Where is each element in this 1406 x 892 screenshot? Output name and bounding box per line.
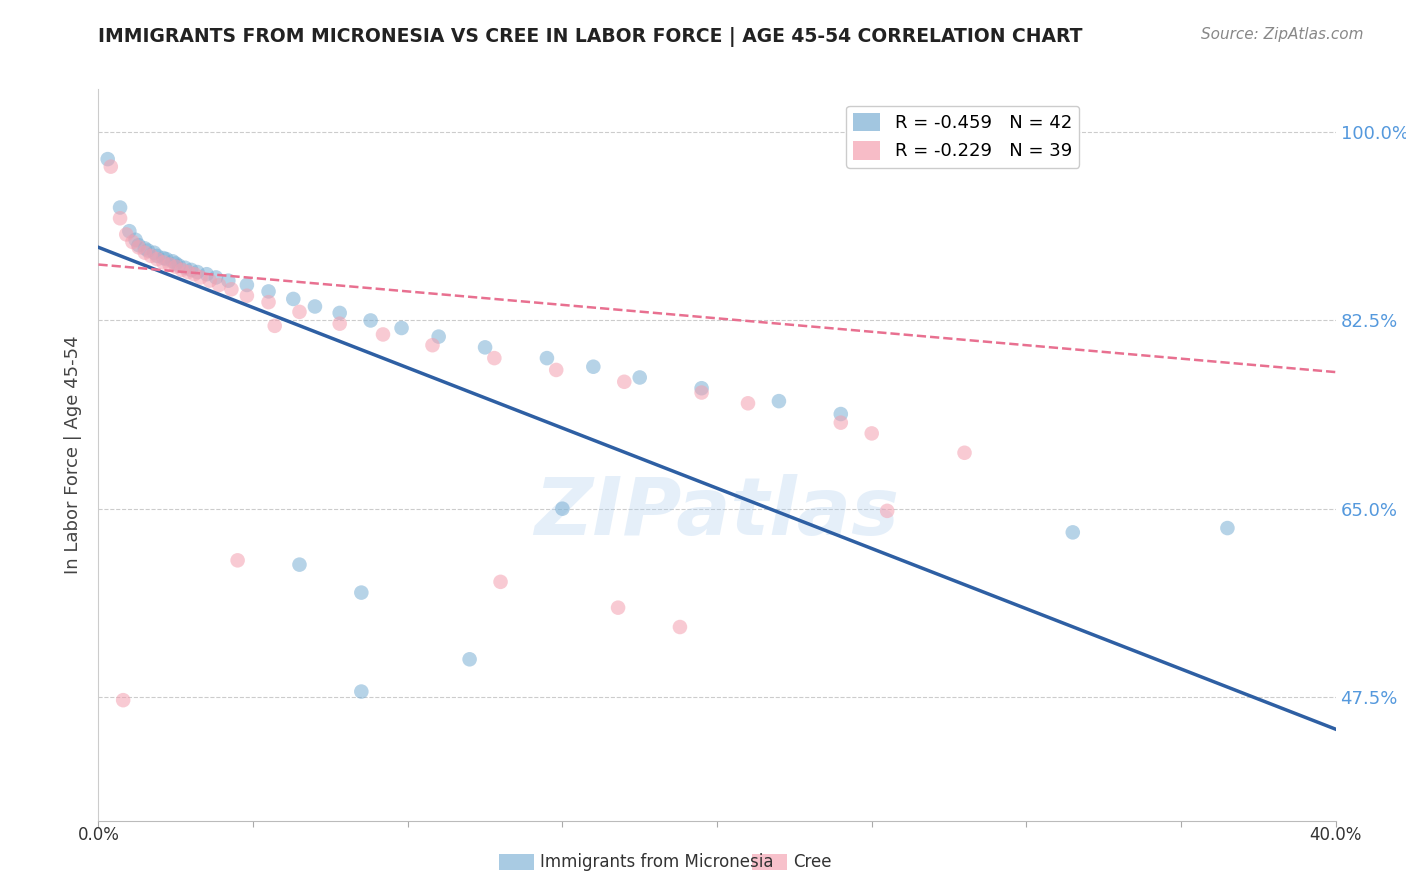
Point	[474, 340, 496, 354]
Point	[134, 241, 156, 255]
Point	[236, 289, 259, 303]
Point	[190, 270, 212, 285]
Point	[1216, 521, 1239, 535]
Point	[128, 240, 150, 254]
Legend: R = -0.459   N = 42, R = -0.229   N = 39: R = -0.459 N = 42, R = -0.229 N = 39	[846, 105, 1080, 168]
Text: Cree: Cree	[793, 853, 831, 871]
Point	[115, 227, 138, 242]
Point	[152, 251, 174, 265]
Point	[174, 260, 197, 275]
Point	[628, 370, 651, 384]
Point	[860, 426, 883, 441]
Point	[551, 501, 574, 516]
Point	[546, 363, 568, 377]
Point	[350, 684, 373, 698]
Point	[329, 306, 352, 320]
Point	[155, 252, 177, 267]
Point	[198, 274, 221, 288]
Point	[162, 254, 184, 268]
Point	[152, 255, 174, 269]
Point	[226, 553, 249, 567]
Point	[607, 600, 630, 615]
Point	[195, 267, 218, 281]
Point	[257, 295, 280, 310]
Point	[124, 233, 146, 247]
Point	[183, 267, 205, 281]
Point	[143, 245, 166, 260]
Point	[121, 235, 143, 249]
Point	[139, 249, 162, 263]
Point	[180, 263, 202, 277]
Point	[263, 318, 285, 333]
Point	[830, 416, 852, 430]
Point	[484, 351, 506, 365]
Point	[737, 396, 759, 410]
Text: IMMIGRANTS FROM MICRONESIA VS CREE IN LABOR FORCE | AGE 45-54 CORRELATION CHART: IMMIGRANTS FROM MICRONESIA VS CREE IN LA…	[98, 27, 1083, 46]
Point	[536, 351, 558, 365]
Point	[690, 381, 713, 395]
Point	[288, 305, 311, 319]
Point	[167, 259, 190, 273]
Point	[112, 693, 135, 707]
Point	[165, 260, 187, 274]
Point	[613, 375, 636, 389]
Point	[170, 263, 193, 277]
Point	[427, 329, 450, 343]
Point	[221, 282, 243, 296]
Point	[953, 446, 976, 460]
Point	[108, 201, 131, 215]
Text: Immigrants from Micronesia: Immigrants from Micronesia	[540, 853, 773, 871]
Point	[236, 277, 259, 292]
Point	[283, 292, 305, 306]
Point	[146, 252, 169, 267]
Point	[118, 224, 141, 238]
Point	[690, 385, 713, 400]
Point	[128, 238, 150, 252]
Point	[669, 620, 692, 634]
Point	[768, 394, 790, 409]
Point	[186, 265, 208, 279]
Point	[208, 277, 231, 292]
Text: ZIPatlas: ZIPatlas	[534, 475, 900, 552]
Point	[288, 558, 311, 572]
Text: Source: ZipAtlas.com: Source: ZipAtlas.com	[1201, 27, 1364, 42]
Point	[217, 274, 239, 288]
Point	[108, 211, 131, 226]
Point	[134, 245, 156, 260]
Point	[350, 585, 373, 599]
Point	[165, 256, 187, 270]
Point	[146, 249, 169, 263]
Point	[1062, 525, 1084, 540]
Point	[458, 652, 481, 666]
Y-axis label: In Labor Force | Age 45-54: In Labor Force | Age 45-54	[63, 335, 82, 574]
Point	[97, 152, 120, 166]
Point	[876, 504, 898, 518]
Point	[360, 313, 382, 327]
Point	[177, 265, 200, 279]
Point	[489, 574, 512, 589]
Point	[304, 300, 326, 314]
Text: 40.0%: 40.0%	[1309, 826, 1362, 844]
Point	[422, 338, 444, 352]
Point	[391, 321, 413, 335]
Point	[205, 270, 228, 285]
Point	[159, 258, 181, 272]
Point	[830, 407, 852, 421]
Point	[371, 327, 394, 342]
Point	[257, 285, 280, 299]
Point	[329, 317, 352, 331]
Point	[582, 359, 605, 374]
Point	[100, 160, 122, 174]
Text: 0.0%: 0.0%	[77, 826, 120, 844]
Point	[136, 244, 159, 258]
